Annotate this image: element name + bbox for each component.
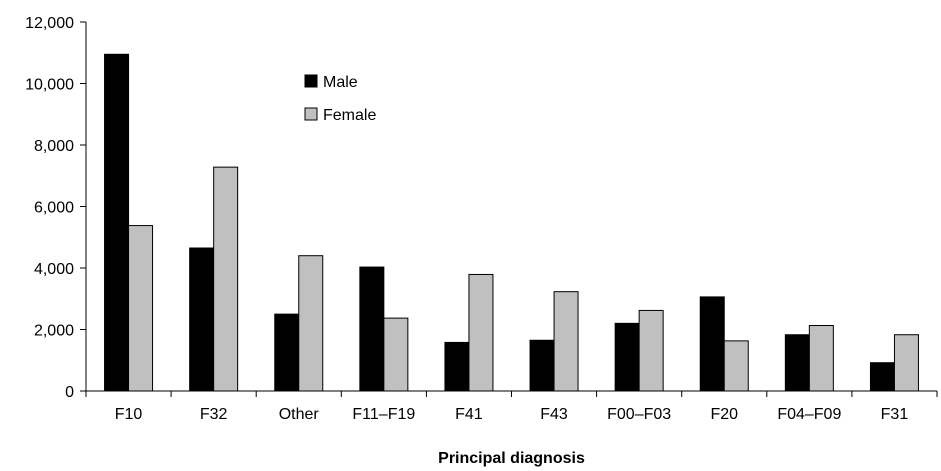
legend-label-female: Female [323, 107, 376, 124]
bar-female-f20 [723, 340, 749, 392]
x-tick-label: Other [279, 406, 320, 423]
x-axis-ticks: F10 F32 Other F11–F19 F41 F43 F00–F03 F20 F04–F0… [85, 391, 938, 423]
y-tick-label: 10,000 [25, 77, 74, 94]
x-tick-label: F10 [115, 406, 143, 423]
bar-male-f04-f09 [784, 334, 810, 392]
x-tick-label: F11–F19 [352, 406, 415, 423]
bar-male-f11-f19 [359, 266, 385, 392]
y-tick-label: 12,000 [25, 15, 74, 32]
bar-male-f31 [869, 362, 895, 392]
bar-male-f32 [189, 247, 215, 392]
x-axis-title: Principal diagnosis [438, 450, 585, 467]
bar-female-f11-f19 [383, 317, 409, 392]
x-tick-label: F31 [881, 406, 909, 423]
x-tick-label: F20 [710, 406, 738, 423]
bar-male-f20 [699, 296, 725, 392]
bar-male-f43 [529, 339, 555, 392]
bar-female-f04-f09 [808, 325, 834, 392]
legend-swatch-male [304, 74, 318, 88]
bar-female-f41 [468, 273, 494, 392]
x-tick-label: F32 [200, 406, 228, 423]
bar-female-f43 [553, 291, 579, 392]
y-tick-label: 4,000 [34, 261, 74, 278]
bar-female-f00-f03 [638, 309, 664, 392]
x-tick-label: F00–F03 [607, 406, 671, 423]
y-tick-label: 2,000 [34, 323, 74, 340]
bar-male-f41 [444, 341, 470, 392]
bar-female-f10 [128, 225, 154, 392]
x-tick-label: F04–F09 [777, 406, 841, 423]
y-tick-label: 8,000 [34, 138, 74, 155]
y-tick-label: 6,000 [34, 200, 74, 217]
bar-male-f00-f03 [614, 322, 640, 392]
legend-swatch-female [304, 107, 318, 121]
bars [104, 53, 919, 392]
bar-male-f10 [104, 53, 130, 392]
x-tick-label: F41 [455, 406, 483, 423]
x-tick-label: F43 [540, 406, 568, 423]
legend: Male Female [304, 74, 376, 124]
y-tick-label: 0 [65, 384, 74, 401]
bar-male-other [274, 313, 300, 392]
bar-female-f32 [213, 166, 239, 392]
bar-female-other [298, 255, 324, 392]
legend-label-male: Male [323, 74, 358, 91]
y-axis-ticks: 0 2,000 4,000 6,000 8,000 10,000 12,000 [25, 15, 86, 401]
bar-female-f31 [893, 334, 919, 392]
